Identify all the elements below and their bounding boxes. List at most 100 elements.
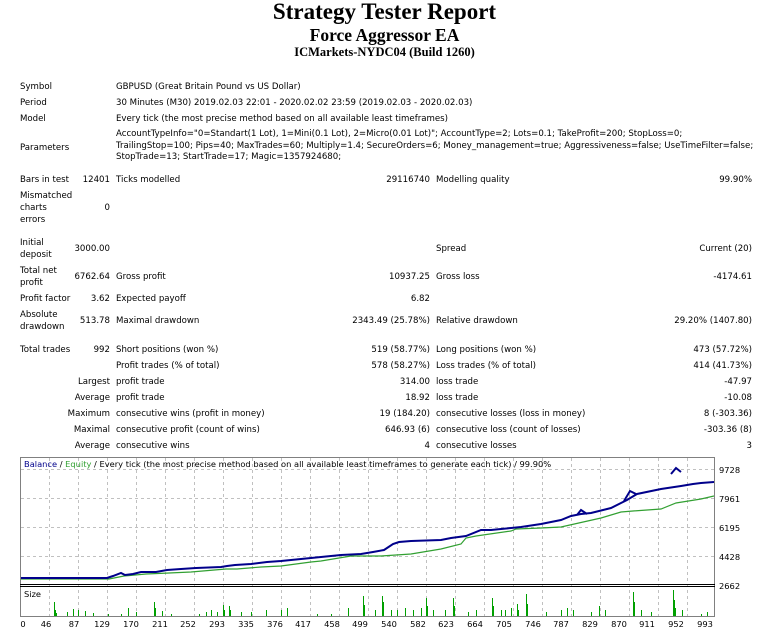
x-tick: 582 bbox=[410, 619, 426, 629]
gross-loss-value: -4174.61 bbox=[713, 272, 752, 282]
gross-loss-label: Gross loss bbox=[436, 272, 480, 282]
x-tick: 499 bbox=[352, 619, 368, 629]
x-tick: 417 bbox=[295, 619, 311, 629]
x-tick: 952 bbox=[668, 619, 684, 629]
net-profit-value: 6762.64 bbox=[74, 272, 110, 282]
period-value: 30 Minutes (M30) 2019.02.03 22:01 - 2020… bbox=[116, 98, 473, 108]
absolute-drawdown-label: drawdown bbox=[20, 322, 65, 332]
x-tick: 46 bbox=[40, 619, 52, 629]
size-panel-label: Size bbox=[24, 589, 42, 599]
expected-payoff-label: Expected payoff bbox=[116, 294, 186, 304]
absolute-drawdown-label: Absolute bbox=[20, 310, 58, 320]
symbol-label: Symbol bbox=[20, 82, 53, 92]
absolute-drawdown-value: 513.78 bbox=[79, 316, 110, 326]
x-tick: 746 bbox=[525, 619, 541, 629]
ticks-label: Ticks modelled bbox=[116, 175, 181, 185]
quality-value: 99.90% bbox=[719, 175, 752, 185]
average-loss-label: loss trade bbox=[436, 393, 479, 403]
x-tick: 623 bbox=[438, 619, 454, 629]
y-tick: 7961 bbox=[719, 494, 741, 504]
maximal-consecutive-loss-label: consecutive loss (count of losses) bbox=[436, 425, 581, 435]
equity-line bbox=[21, 495, 714, 580]
short-positions-label: Short positions (won %) bbox=[116, 345, 219, 355]
maximal-drawdown-label: Maximal drawdown bbox=[116, 316, 200, 326]
profit-trades-label: Profit trades (% of total) bbox=[116, 361, 220, 371]
max-consecutive-losses-value: 8 (-303.36) bbox=[703, 409, 752, 419]
bars-value: 12401 bbox=[82, 175, 110, 185]
average-profit-value: 18.92 bbox=[405, 393, 430, 403]
x-tick: 787 bbox=[553, 619, 569, 629]
server-build: ICMarkets-NYDC04 (Build 1260) bbox=[294, 45, 475, 59]
y-tick: 6195 bbox=[719, 523, 741, 533]
deposit-label: deposit bbox=[20, 250, 52, 260]
spread-value: Current (20) bbox=[699, 244, 752, 254]
legend-description: / Every tick (the most precise method ba… bbox=[91, 459, 552, 469]
deposit-label: Initial bbox=[20, 238, 44, 248]
largest-profit-value: 314.00 bbox=[399, 377, 430, 387]
chart-legend: Balance / Equity / Every tick (the most … bbox=[24, 459, 551, 470]
balance-equity-chart: Balance / Equity / Every tick (the most … bbox=[20, 457, 715, 617]
parameters-label: Parameters bbox=[20, 143, 70, 153]
chart-panel-separator bbox=[20, 584, 715, 587]
max-consecutive-wins-label: consecutive wins (profit in money) bbox=[116, 409, 265, 419]
expected-payoff-value: 6.82 bbox=[410, 294, 430, 304]
avg-consecutive-losses-value: 3 bbox=[746, 441, 752, 451]
x-tick: 376 bbox=[267, 619, 283, 629]
x-tick: 870 bbox=[611, 619, 627, 629]
mismatch-value: 0 bbox=[104, 203, 110, 213]
x-tick: 129 bbox=[94, 619, 110, 629]
average-profit-label: profit trade bbox=[116, 393, 165, 403]
maximal-label: Maximal bbox=[73, 425, 110, 435]
legend-separator: / bbox=[57, 459, 66, 469]
mismatch-label: errors bbox=[20, 215, 46, 225]
total-trades-label: Total trades bbox=[20, 345, 71, 355]
long-positions-value: 473 (57.72%) bbox=[693, 345, 752, 355]
parameters-line: StopTrade=13; StartTrade=17; Magic=13579… bbox=[116, 152, 342, 162]
largest-loss-value: -47.97 bbox=[724, 377, 752, 387]
x-tick: 664 bbox=[467, 619, 483, 629]
report-title: Strategy Tester Report bbox=[272, 0, 497, 24]
avg-consecutive-losses-label: consecutive losses bbox=[436, 441, 517, 451]
bars-label: Bars in test bbox=[20, 175, 69, 185]
legend-equity: Equity bbox=[65, 459, 92, 469]
legend-balance: Balance bbox=[24, 459, 58, 469]
size-histogram bbox=[54, 590, 708, 616]
loss-trades-value: 414 (41.73%) bbox=[693, 361, 752, 371]
x-tick: 335 bbox=[238, 619, 254, 629]
x-tick: 293 bbox=[209, 619, 225, 629]
x-tick: 540 bbox=[381, 619, 397, 629]
x-tick: 252 bbox=[180, 619, 196, 629]
y-tick: 2662 bbox=[719, 581, 741, 591]
relative-drawdown-label: Relative drawdown bbox=[436, 316, 518, 326]
x-tick: 993 bbox=[697, 619, 713, 629]
ea-name: Force Aggressor EA bbox=[309, 25, 460, 45]
quality-label: Modelling quality bbox=[436, 175, 510, 185]
maximal-drawdown-value: 2343.49 (25.78%) bbox=[352, 316, 430, 326]
profit-factor-label: Profit factor bbox=[20, 294, 71, 304]
mismatch-label: Mismatched bbox=[20, 191, 73, 201]
profit-factor-value: 3.62 bbox=[90, 294, 110, 304]
balance-line bbox=[21, 481, 714, 579]
symbol-value: GBPUSD (Great Britain Pound vs US Dollar… bbox=[116, 82, 301, 92]
total-trades-value: 992 bbox=[93, 345, 110, 355]
y-tick: 9728 bbox=[719, 465, 741, 475]
parameters-line: AccountTypeInfo="0=Standart(1 Lot), 1=Mi… bbox=[116, 129, 683, 139]
chart-grid bbox=[21, 458, 714, 616]
average-consecutive-label: Average bbox=[74, 441, 110, 451]
deposit-value: 3000.00 bbox=[74, 244, 110, 254]
x-tick: 0 bbox=[20, 619, 26, 629]
average-loss-value: -10.08 bbox=[724, 393, 752, 403]
largest-label: Largest bbox=[77, 377, 110, 387]
mismatch-label: charts bbox=[20, 203, 47, 213]
largest-loss-label: loss trade bbox=[436, 377, 479, 387]
x-tick: 87 bbox=[68, 619, 80, 629]
maximal-consecutive-loss-value: -303.36 (8) bbox=[703, 425, 752, 435]
model-value: Every tick (the most precise method base… bbox=[116, 114, 449, 124]
period-label: Period bbox=[20, 98, 47, 108]
gross-profit-value: 10937.25 bbox=[388, 272, 430, 282]
balance-spike bbox=[576, 508, 588, 516]
parameters-line: TrailingStop=100; Pips=40; MaxTrades=60;… bbox=[116, 141, 754, 151]
maximum-label: Maximum bbox=[67, 409, 110, 419]
x-tick: 829 bbox=[582, 619, 598, 629]
spread-label: Spread bbox=[436, 244, 467, 254]
